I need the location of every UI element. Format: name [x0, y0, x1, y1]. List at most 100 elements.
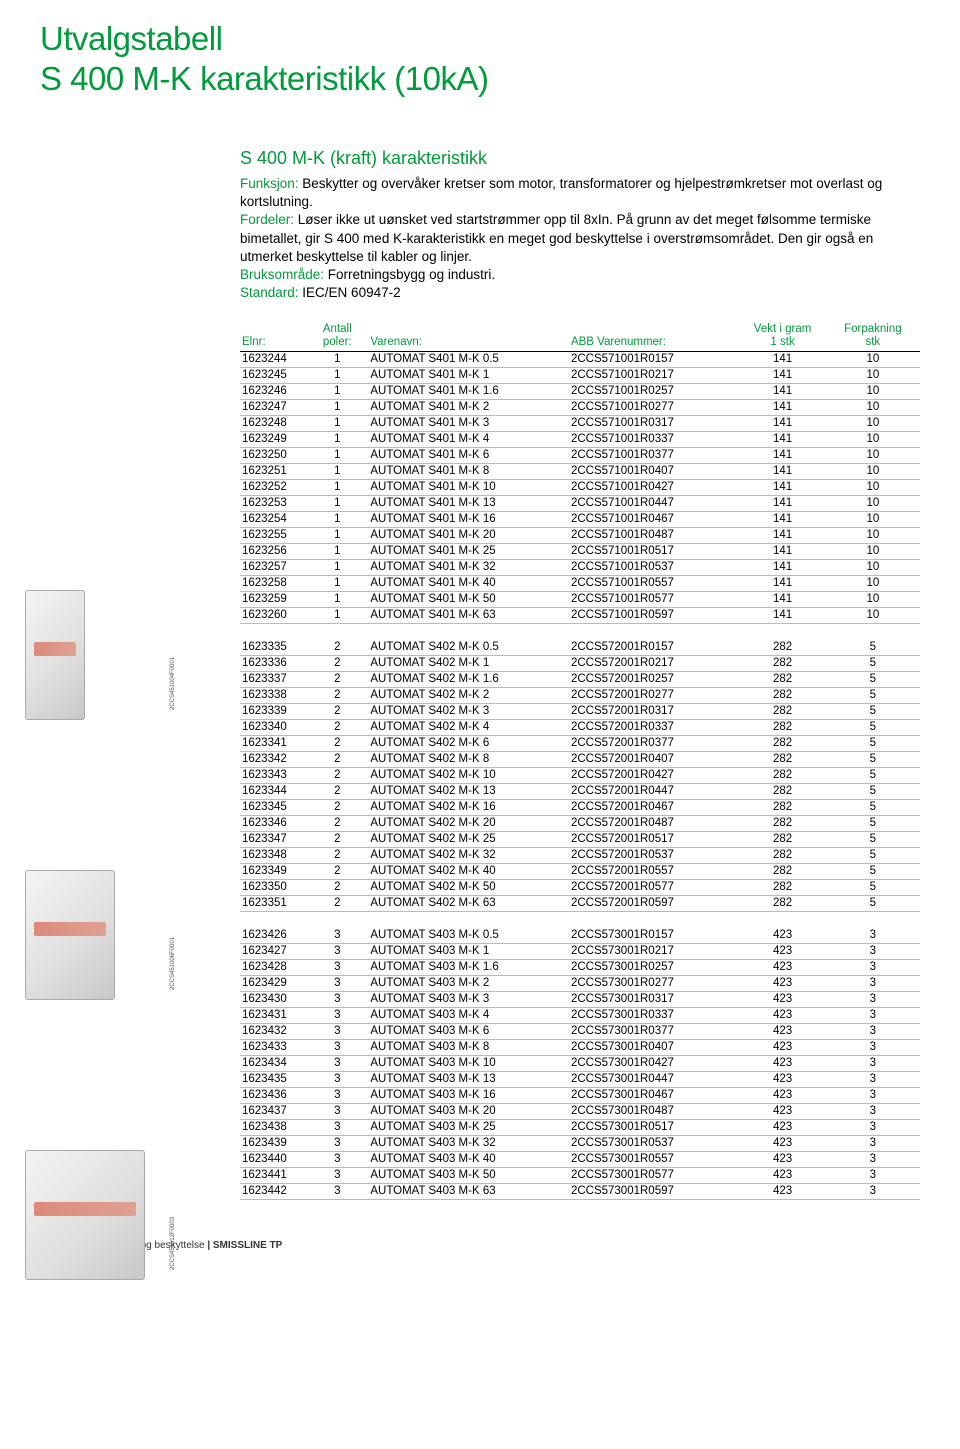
table-cell: 423	[739, 943, 829, 959]
sidebar-product-image: 2CCS451004F0001	[25, 590, 205, 720]
table-cell: 1623340	[240, 719, 310, 735]
table-cell: AUTOMAT S401 M-K 4	[368, 431, 569, 447]
table-cell: AUTOMAT S401 M-K 50	[368, 591, 569, 607]
table-cell: AUTOMAT S402 M-K 32	[368, 847, 569, 863]
table-row: 16234363AUTOMAT S403 M-K 162CCS573001R04…	[240, 1087, 920, 1103]
table-cell: 141	[739, 383, 829, 399]
table-cell: 1623351	[240, 895, 310, 911]
table-cell: 5	[830, 767, 920, 783]
table-cell: 10	[830, 495, 920, 511]
table-cell: 282	[739, 879, 829, 895]
table-cell: 141	[739, 495, 829, 511]
table-cell: 2CCS572001R0257	[569, 671, 740, 687]
table-cell: 2CCS571001R0277	[569, 399, 740, 415]
table-cell: 10	[830, 447, 920, 463]
table-cell: 1623441	[240, 1167, 310, 1183]
table-cell: 282	[739, 847, 829, 863]
table-cell: 2CCS572001R0447	[569, 783, 740, 799]
table-row: 16232591AUTOMAT S401 M-K 502CCS571001R05…	[240, 591, 920, 607]
table-header: Vekt i gram1 stk	[739, 321, 829, 352]
table-row: 16233472AUTOMAT S402 M-K 252CCS572001R05…	[240, 831, 920, 847]
table-cell: 3	[310, 1007, 368, 1023]
table-cell: 2CCS572001R0377	[569, 735, 740, 751]
table-cell: 1	[310, 591, 368, 607]
table-cell: 1623345	[240, 799, 310, 815]
table-cell: 2CCS572001R0517	[569, 831, 740, 847]
table-cell: 1623346	[240, 815, 310, 831]
table-cell: AUTOMAT S402 M-K 1	[368, 655, 569, 671]
table-cell: AUTOMAT S402 M-K 1.6	[368, 671, 569, 687]
table-cell: 3	[310, 1103, 368, 1119]
product-table: 16234263AUTOMAT S403 M-K 0.52CCS573001R0…	[240, 928, 920, 1200]
table-cell: 141	[739, 447, 829, 463]
table-cell: 10	[830, 463, 920, 479]
table-cell: 1	[310, 511, 368, 527]
section-subheading: S 400 M-K (kraft) karakteristikk	[240, 148, 920, 169]
table-cell: 2CCS573001R0577	[569, 1167, 740, 1183]
table-row: 16234323AUTOMAT S403 M-K 62CCS573001R037…	[240, 1023, 920, 1039]
table-cell: 2CCS572001R0337	[569, 719, 740, 735]
table-cell: 2CCS573001R0217	[569, 943, 740, 959]
table-cell: AUTOMAT S401 M-K 63	[368, 607, 569, 623]
bruksomrade-text: Forretningsbygg og industri.	[324, 267, 495, 282]
sidebar-product-image: 2CCS451006F0001	[25, 870, 205, 1000]
table-cell: 2CCS572001R0597	[569, 895, 740, 911]
table-cell: 2	[310, 847, 368, 863]
table-row: 16233412AUTOMAT S402 M-K 62CCS572001R037…	[240, 735, 920, 751]
table-cell: 2CCS571001R0377	[569, 447, 740, 463]
table-cell: 423	[739, 1023, 829, 1039]
table-cell: 1623255	[240, 527, 310, 543]
table-cell: 3	[310, 1087, 368, 1103]
table-row: 16232451AUTOMAT S401 M-K 12CCS571001R021…	[240, 367, 920, 383]
table-cell: AUTOMAT S401 M-K 13	[368, 495, 569, 511]
table-cell: 1	[310, 559, 368, 575]
table-cell: 3	[310, 928, 368, 944]
table-cell: 3	[830, 943, 920, 959]
table-row: 16232601AUTOMAT S401 M-K 632CCS571001R05…	[240, 607, 920, 623]
footer-text-2: | SMISSLINE TP	[207, 1240, 282, 1251]
table-cell: 1623247	[240, 399, 310, 415]
table-cell: 3	[830, 1167, 920, 1183]
table-cell: 1623350	[240, 879, 310, 895]
table-cell: 1623343	[240, 767, 310, 783]
table-cell: 423	[739, 1103, 829, 1119]
table-cell: 1623256	[240, 543, 310, 559]
table-cell: AUTOMAT S402 M-K 4	[368, 719, 569, 735]
table-cell: 2	[310, 719, 368, 735]
table-cell: 3	[830, 1103, 920, 1119]
table-row: 16233392AUTOMAT S402 M-K 32CCS572001R031…	[240, 703, 920, 719]
table-cell: 1623428	[240, 959, 310, 975]
table-cell: 141	[739, 415, 829, 431]
table-cell: 5	[830, 783, 920, 799]
table-cell: 423	[739, 1039, 829, 1055]
table-cell: 2CCS572001R0557	[569, 863, 740, 879]
table-cell: 5	[830, 655, 920, 671]
table-cell: 3	[830, 1087, 920, 1103]
table-row: 16234423AUTOMAT S403 M-K 632CCS573001R05…	[240, 1183, 920, 1199]
table-cell: 282	[739, 735, 829, 751]
table-cell: 10	[830, 543, 920, 559]
table-cell: AUTOMAT S403 M-K 10	[368, 1055, 569, 1071]
table-cell: 282	[739, 671, 829, 687]
table-cell: 1	[310, 463, 368, 479]
table-cell: 3	[830, 928, 920, 944]
table-cell: 2CCS573001R0537	[569, 1135, 740, 1151]
table-cell: 1623442	[240, 1183, 310, 1199]
table-cell: 1623440	[240, 1151, 310, 1167]
table-cell: 2	[310, 735, 368, 751]
table-cell: 10	[830, 399, 920, 415]
table-cell: AUTOMAT S403 M-K 50	[368, 1167, 569, 1183]
table-cell: 2CCS571001R0217	[569, 367, 740, 383]
table-cell: 1	[310, 367, 368, 383]
table-cell: 2CCS573001R0317	[569, 991, 740, 1007]
table-cell: 141	[739, 607, 829, 623]
table-cell: 1	[310, 415, 368, 431]
table-row: 16233382AUTOMAT S402 M-K 22CCS572001R027…	[240, 687, 920, 703]
page-title-1: Utvalgstabell	[40, 20, 920, 58]
table-cell: 1623337	[240, 671, 310, 687]
table-cell: 2CCS573001R0257	[569, 959, 740, 975]
table-row: 16232441AUTOMAT S401 M-K 0.52CCS571001R0…	[240, 351, 920, 367]
table-cell: 2CCS571001R0557	[569, 575, 740, 591]
table-cell: 423	[739, 975, 829, 991]
table-cell: 2CCS571001R0157	[569, 351, 740, 367]
